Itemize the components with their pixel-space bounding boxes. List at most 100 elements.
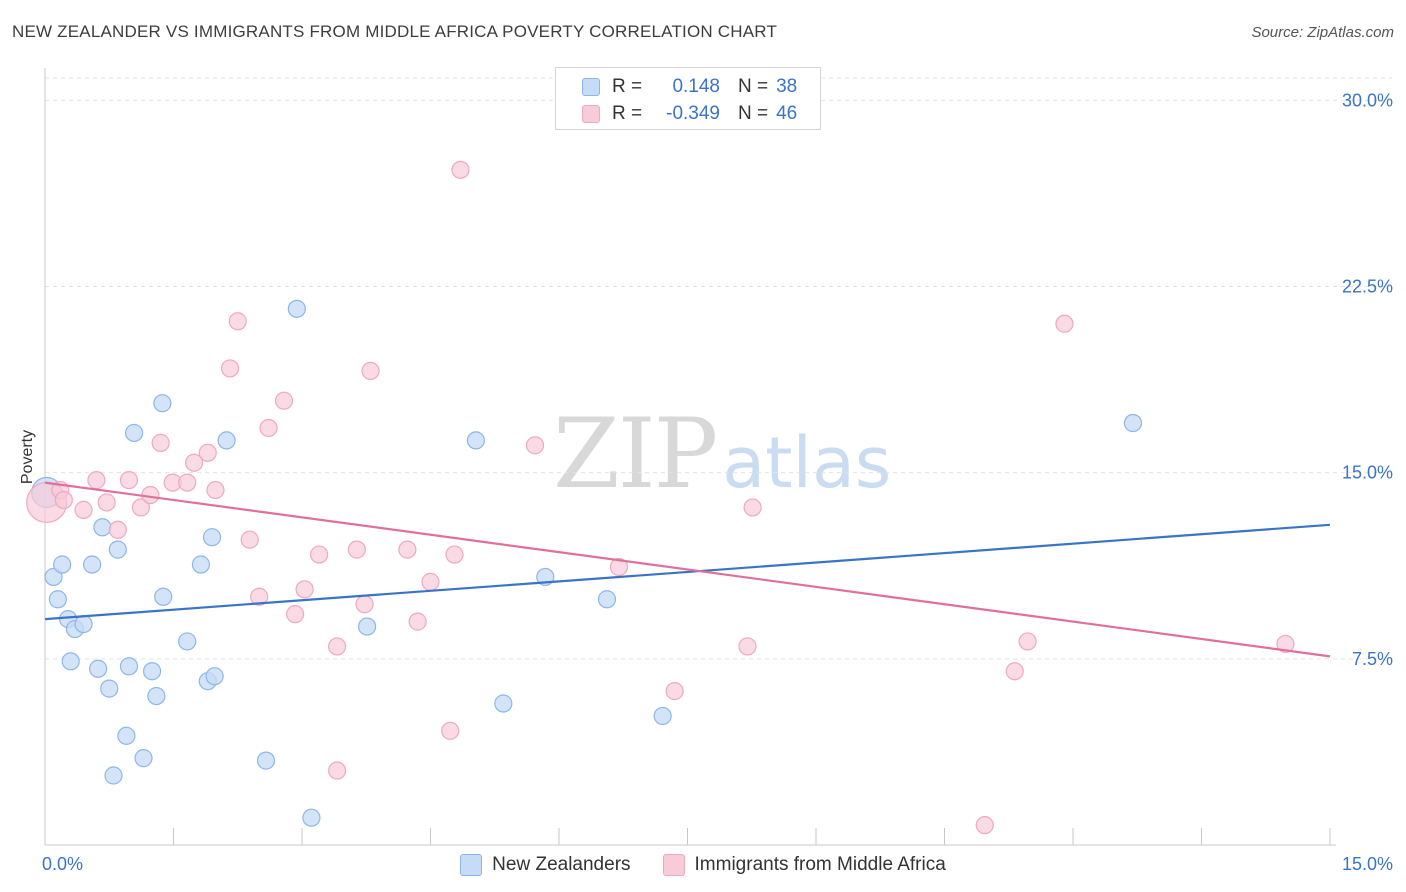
- data-point: [89, 659, 108, 678]
- data-point: [104, 766, 123, 785]
- data-point: [466, 431, 486, 450]
- data-point: [302, 808, 321, 827]
- chart-title: NEW ZEALANDER VS IMMIGRANTS FROM MIDDLE …: [12, 22, 778, 41]
- x-tick-label: 0.0%: [42, 854, 83, 874]
- data-point: [97, 493, 116, 512]
- data-point: [178, 632, 197, 651]
- data-point: [743, 498, 762, 517]
- data-point: [250, 587, 269, 606]
- data-point: [358, 617, 377, 636]
- data-point: [108, 540, 127, 559]
- data-point: [142, 662, 162, 681]
- data-point: [87, 471, 106, 490]
- data-point: [653, 706, 672, 726]
- data-point: [398, 540, 417, 559]
- legend-row-blue: R = 0.148 N = 38: [582, 74, 797, 100]
- data-point: [100, 679, 119, 698]
- series-immigrants-middle-africa: [26, 160, 1295, 835]
- r-label: R =: [612, 103, 643, 124]
- data-point: [408, 612, 427, 631]
- blue-swatch: [460, 854, 483, 876]
- data-point: [355, 595, 374, 614]
- data-point: [205, 667, 224, 686]
- legend-label: New Zealanders: [492, 854, 631, 875]
- data-point: [154, 587, 173, 606]
- data-point: [975, 816, 994, 835]
- data-point: [451, 160, 470, 179]
- data-point: [525, 436, 545, 455]
- data-point: [151, 433, 170, 452]
- data-point: [53, 555, 72, 574]
- data-point: [44, 567, 63, 587]
- tick-labels: 7.5% 15.0% 22.5% 30.0% 0.0% 15.0%: [42, 90, 1393, 874]
- data-point: [220, 359, 240, 378]
- data-point: [361, 361, 380, 380]
- data-point: [124, 423, 144, 443]
- data-point: [119, 657, 139, 676]
- data-point: [441, 721, 460, 740]
- n-value: 46: [776, 103, 798, 124]
- y-tick-label: 15.0%: [1342, 463, 1393, 483]
- data-point: [202, 528, 222, 547]
- data-point: [198, 443, 217, 462]
- series-new-zealanders: [31, 299, 1143, 827]
- series-legend: New Zealanders Immigrants from Middle Af…: [0, 852, 1406, 878]
- pink-swatch: [662, 854, 685, 876]
- data-point: [256, 751, 276, 770]
- y-tick-label: 7.5%: [1352, 649, 1393, 669]
- data-point: [494, 694, 513, 713]
- pink-swatch: [582, 105, 600, 123]
- data-point: [178, 473, 197, 492]
- y-tick-label: 30.0%: [1342, 90, 1393, 110]
- data-point: [665, 682, 684, 701]
- data-point: [48, 590, 67, 609]
- trend-lines: [44, 481, 1331, 658]
- data-point: [1018, 632, 1037, 651]
- data-point: [93, 518, 112, 537]
- data-point: [286, 605, 305, 624]
- data-point: [217, 431, 236, 450]
- data-point: [83, 555, 102, 574]
- data-point: [191, 555, 211, 574]
- trend-line-new-zealanders: [44, 523, 1331, 621]
- source-label: Source: ZipAtlas.com: [1251, 24, 1394, 41]
- data-point: [445, 545, 464, 564]
- data-point: [421, 572, 440, 591]
- data-point: [259, 418, 278, 438]
- data-point: [206, 480, 225, 500]
- data-point: [61, 652, 80, 671]
- data-point: [119, 471, 139, 490]
- r-label: R =: [612, 76, 643, 97]
- data-point: [108, 520, 127, 539]
- data-point: [153, 394, 172, 413]
- x-tick-label: 15.0%: [1342, 854, 1393, 874]
- legend-row-pink: R = -0.349 N = 46: [582, 101, 797, 127]
- data-point: [134, 749, 153, 768]
- data-point: [74, 500, 93, 520]
- data-point: [240, 530, 259, 549]
- data-point: [228, 312, 247, 331]
- legend-item-new-zealanders[interactable]: New Zealanders: [460, 854, 631, 876]
- data-point: [74, 614, 93, 634]
- data-point: [274, 391, 294, 410]
- correlation-legend: R = 0.148 N = 38 R = -0.349 N = 46: [555, 67, 821, 130]
- r-value: -0.349: [666, 103, 720, 124]
- data-point: [147, 686, 166, 706]
- axes: [44, 68, 1336, 846]
- data-point: [597, 590, 617, 609]
- trend-line-immigrants-middle-africa: [44, 481, 1331, 658]
- legend-item-immigrants-middle-africa[interactable]: Immigrants from Middle Africa: [662, 854, 946, 876]
- data-point: [738, 637, 757, 656]
- legend-label: Immigrants from Middle Africa: [694, 854, 946, 875]
- n-label: N =: [738, 103, 769, 124]
- data-point: [609, 557, 629, 577]
- data-point: [1276, 634, 1295, 654]
- data-point: [347, 540, 366, 559]
- y-tick-label: 22.5%: [1342, 277, 1393, 297]
- data-point: [310, 545, 329, 564]
- data-point: [117, 726, 136, 745]
- data-point: [184, 453, 204, 472]
- data-point: [131, 498, 151, 517]
- blue-swatch: [582, 78, 600, 96]
